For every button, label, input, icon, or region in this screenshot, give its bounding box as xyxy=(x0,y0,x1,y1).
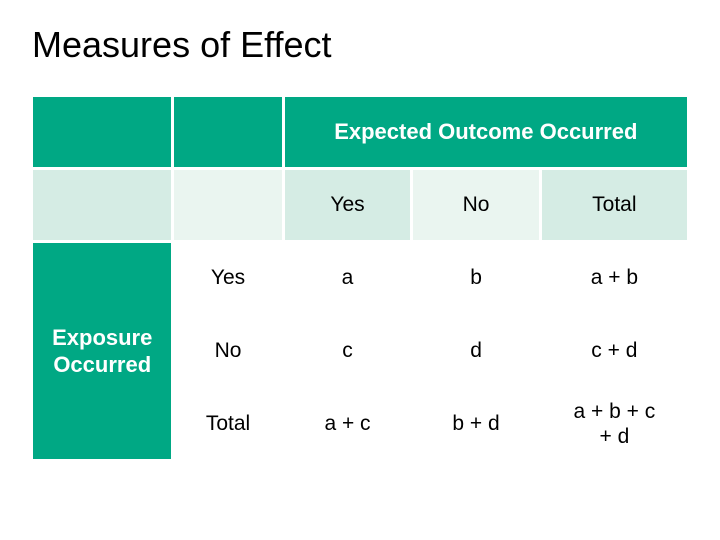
cell-abcd-line1: a + b + c xyxy=(573,400,655,423)
exposure-header: Exposure Occurred xyxy=(33,243,171,459)
page-title: Measures of Effect xyxy=(32,24,692,66)
cell-abcd: a + b + c + d xyxy=(542,389,687,459)
subheader-total: Total xyxy=(542,170,687,240)
header-spacer xyxy=(174,97,281,167)
subheader-no: No xyxy=(413,170,538,240)
row-label-total: Total xyxy=(174,389,281,459)
cell-c: c xyxy=(285,316,411,386)
table-row: Expected Outcome Occurred xyxy=(33,97,687,167)
row-label-yes: Yes xyxy=(174,243,281,313)
cell-d: d xyxy=(413,316,538,386)
contingency-table: Expected Outcome Occurred Yes No Total E… xyxy=(30,94,690,462)
subheader-spacer xyxy=(33,170,171,240)
cell-cd: c + d xyxy=(542,316,687,386)
cell-b: b xyxy=(413,243,538,313)
subheader-spacer xyxy=(174,170,281,240)
slide: Measures of Effect Expected Outcome Occu… xyxy=(0,0,720,540)
table-row: Exposure Occurred Yes a b a + b xyxy=(33,243,687,313)
subheader-yes: Yes xyxy=(285,170,411,240)
cell-abcd-line2: + d xyxy=(599,425,629,448)
cell-bd: b + d xyxy=(413,389,538,459)
header-spacer xyxy=(33,97,171,167)
outcome-header: Expected Outcome Occurred xyxy=(285,97,687,167)
table-row: Yes No Total xyxy=(33,170,687,240)
cell-ab: a + b xyxy=(542,243,687,313)
cell-ac: a + c xyxy=(285,389,411,459)
row-label-no: No xyxy=(174,316,281,386)
cell-a: a xyxy=(285,243,411,313)
